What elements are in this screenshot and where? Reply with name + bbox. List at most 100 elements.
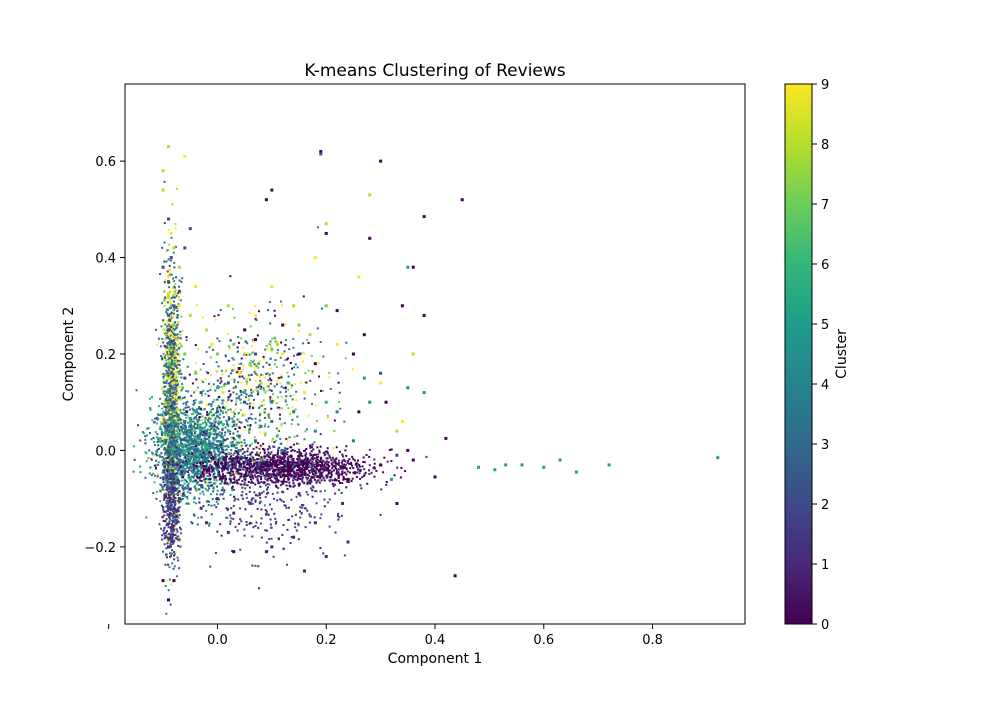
scatter-point xyxy=(204,468,207,471)
scatter-point xyxy=(225,462,228,465)
scatter-point xyxy=(186,495,189,498)
scatter-point xyxy=(223,452,226,455)
scatter-point xyxy=(244,469,247,472)
scatter-point xyxy=(305,339,308,342)
scatter-point xyxy=(205,424,208,427)
scatter-point xyxy=(160,422,163,425)
scatter-point xyxy=(207,442,210,445)
scatter-point xyxy=(311,372,314,375)
scatter-point xyxy=(188,417,191,420)
scatter-point xyxy=(185,437,188,440)
scatter-point xyxy=(350,480,353,483)
scatter-point xyxy=(205,434,208,437)
scatter-point xyxy=(209,455,212,458)
scatter-point xyxy=(256,453,259,456)
scatter-point xyxy=(207,503,210,506)
scatter-point xyxy=(174,447,177,450)
scatter-point xyxy=(335,472,338,475)
scatter-point xyxy=(255,319,258,322)
scatter-point xyxy=(254,476,257,479)
scatter-point xyxy=(160,325,163,328)
scatter-point xyxy=(169,460,172,463)
scatter-point xyxy=(245,419,248,422)
scatter-point xyxy=(235,468,238,471)
scatter-point xyxy=(218,434,221,437)
scatter-point xyxy=(276,379,279,382)
scatter-point xyxy=(173,383,176,386)
scatter-point xyxy=(208,468,211,471)
scatter-point xyxy=(162,550,165,553)
scatter-point xyxy=(256,461,259,464)
scatter-point xyxy=(168,343,171,346)
scatter-point xyxy=(208,451,211,454)
scatter-point xyxy=(198,401,201,404)
scatter-point xyxy=(210,411,213,414)
scatter-point xyxy=(211,458,214,461)
scatter-point xyxy=(207,447,210,450)
scatter-point xyxy=(185,457,188,460)
scatter-point xyxy=(167,446,170,449)
scatter-point xyxy=(170,315,173,318)
scatter-point xyxy=(206,443,209,446)
scatter-point xyxy=(267,467,270,470)
scatter-point xyxy=(180,428,183,431)
scatter-point xyxy=(193,437,196,440)
scatter-point xyxy=(224,431,227,434)
scatter-point xyxy=(206,469,209,472)
scatter-point xyxy=(254,388,257,391)
scatter-point xyxy=(181,397,184,400)
scatter-point xyxy=(181,465,184,468)
scatter-point xyxy=(175,464,178,467)
scatter-point xyxy=(273,309,276,312)
scatter-point xyxy=(265,461,268,464)
scatter-point xyxy=(198,438,201,441)
scatter-point xyxy=(238,375,241,378)
scatter-point xyxy=(245,379,248,382)
scatter-point xyxy=(293,443,296,446)
scatter-point xyxy=(209,493,212,496)
scatter-point xyxy=(221,470,224,473)
scatter-point xyxy=(217,461,220,464)
scatter-point xyxy=(172,417,175,420)
scatter-point xyxy=(237,468,240,471)
scatter-point xyxy=(157,461,160,464)
scatter-point xyxy=(168,432,171,435)
scatter-point xyxy=(194,502,197,505)
scatter-point xyxy=(162,400,165,403)
scatter-point xyxy=(250,522,253,525)
scatter-point xyxy=(269,453,272,456)
scatter-point xyxy=(233,466,236,469)
scatter-point xyxy=(188,436,191,439)
scatter-point xyxy=(172,329,175,332)
scatter-point xyxy=(183,428,186,431)
scatter-point xyxy=(316,475,319,478)
scatter-point xyxy=(189,455,192,458)
scatter-point xyxy=(164,296,167,299)
scatter-point xyxy=(300,352,303,355)
scatter-point xyxy=(246,475,249,478)
scatter-point xyxy=(312,448,315,451)
scatter-point xyxy=(166,408,169,411)
scatter-point xyxy=(231,467,234,470)
scatter-point xyxy=(162,300,165,303)
scatter-point xyxy=(182,431,185,434)
scatter-point xyxy=(219,475,222,478)
scatter-point xyxy=(234,463,237,466)
scatter-point xyxy=(178,428,181,431)
scatter-point xyxy=(218,340,221,343)
scatter-point xyxy=(152,454,155,457)
scatter-point xyxy=(170,453,173,456)
scatter-point xyxy=(163,282,166,285)
scatter-point xyxy=(196,436,199,439)
scatter-point xyxy=(345,341,348,344)
scatter-point xyxy=(233,480,236,483)
scatter-point xyxy=(244,458,247,461)
scatter-point xyxy=(243,439,246,442)
scatter-point xyxy=(280,341,283,344)
scatter-point xyxy=(175,376,178,379)
scatter-point xyxy=(172,426,175,429)
scatter-point xyxy=(197,472,200,475)
scatter-point xyxy=(224,445,227,448)
scatter-point xyxy=(210,443,213,446)
